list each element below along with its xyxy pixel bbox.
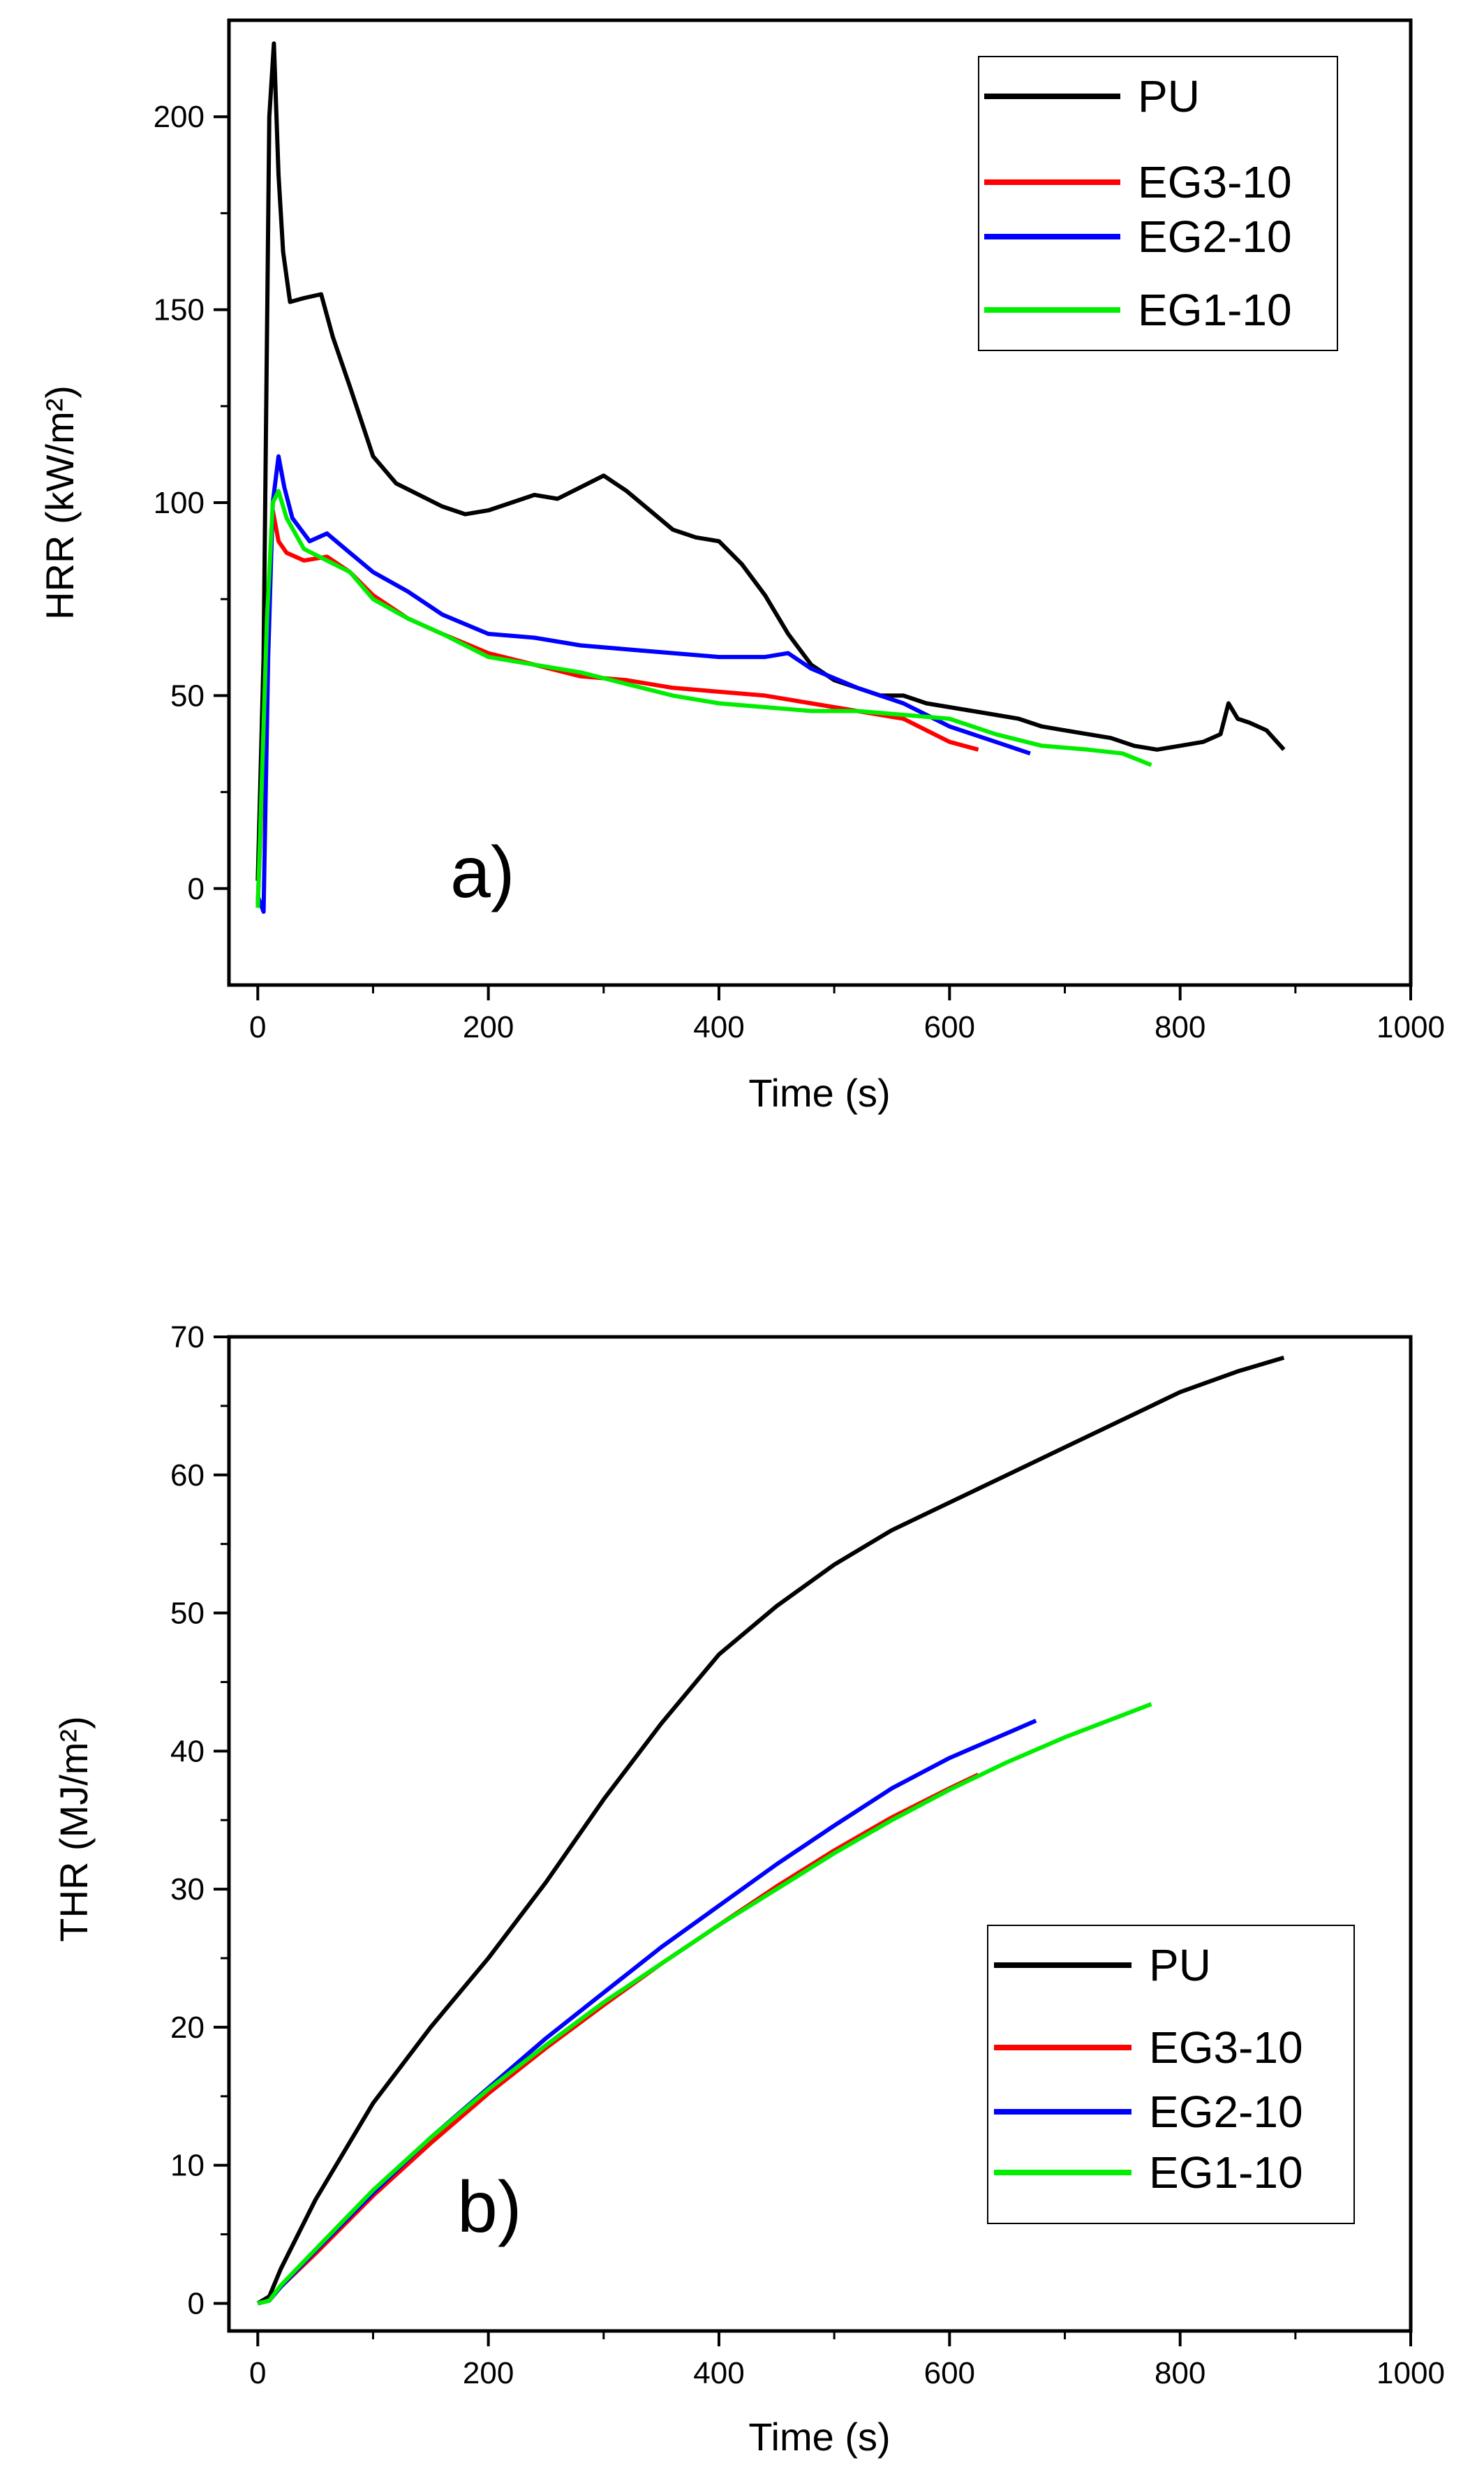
hrr-legend-label-eg2-10: EG2-10 bbox=[1138, 212, 1292, 262]
thr-x-tick-label: 1000 bbox=[1377, 2356, 1445, 2390]
hrr-series-group bbox=[255, 41, 1286, 914]
hrr-legend-label-eg1-10: EG1-10 bbox=[1138, 285, 1292, 335]
thr-y-tick-label: 60 bbox=[170, 1458, 205, 1493]
hrr-x-axis-label: Time (s) bbox=[748, 1071, 890, 1115]
thr-series-group bbox=[256, 1355, 1285, 2306]
hrr-panel-label: a) bbox=[450, 832, 514, 913]
thr-panel-label: b) bbox=[457, 2167, 521, 2248]
hrr-y-tick-label: 0 bbox=[188, 872, 205, 906]
hrr-x-ticks: 0 200 400 600 800 1000 bbox=[249, 985, 1445, 1044]
hrr-series-eg1-10 bbox=[255, 489, 1152, 908]
hrr-x-tick-label: 0 bbox=[249, 1010, 266, 1044]
thr-y-tick-label: 70 bbox=[170, 1320, 205, 1354]
hrr-series-eg2-10 bbox=[255, 454, 1031, 914]
hrr-y-tick-label: 150 bbox=[154, 293, 205, 327]
hrr-x-tick-label: 200 bbox=[463, 1010, 514, 1044]
thr-y-tick-label: 10 bbox=[170, 2149, 205, 2183]
thr-x-tick-label: 800 bbox=[1155, 2356, 1205, 2390]
thr-legend-label-eg2-10: EG2-10 bbox=[1149, 2087, 1303, 2137]
thr-chart: 0 200 400 600 800 1000 0 10 20 30 40 50 60 70 Time (… bbox=[52, 1320, 1445, 2459]
thr-series-eg1-10 bbox=[257, 1702, 1152, 2306]
thr-x-tick-label: 600 bbox=[924, 2356, 975, 2390]
thr-y-tick-label: 50 bbox=[170, 1597, 205, 1631]
thr-y-ticks: 0 10 20 30 40 50 60 70 bbox=[170, 1320, 229, 2320]
hrr-y-tick-label: 50 bbox=[170, 679, 205, 713]
thr-legend-label-eg1-10: EG1-10 bbox=[1149, 2147, 1303, 2198]
hrr-y-axis-label: HRR (kW/m²) bbox=[38, 385, 82, 620]
thr-x-tick-label: 0 bbox=[249, 2356, 266, 2390]
hrr-y-ticks: 0 50 100 150 200 bbox=[154, 100, 229, 906]
thr-legend: PU EG3-10 EG2-10 EG1-10 bbox=[987, 1925, 1355, 2224]
hrr-legend: PU EG3-10 EG2-10 EG1-10 bbox=[978, 56, 1338, 351]
thr-y-tick-label: 20 bbox=[170, 2011, 205, 2045]
hrr-y-tick-label: 100 bbox=[154, 486, 205, 520]
thr-legend-label-pu: PU bbox=[1149, 1940, 1211, 1990]
hrr-x-tick-label: 600 bbox=[924, 1010, 975, 1044]
thr-plot-frame bbox=[227, 1335, 1413, 2333]
hrr-x-tick-label: 1000 bbox=[1377, 1010, 1445, 1044]
hrr-x-tick-label: 800 bbox=[1155, 1010, 1205, 1044]
hrr-legend-label-pu: PU bbox=[1138, 71, 1200, 121]
thr-x-ticks: 0 200 400 600 800 1000 bbox=[249, 2331, 1445, 2390]
thr-x-axis-label: Time (s) bbox=[748, 2415, 890, 2459]
thr-series-eg2-10 bbox=[257, 1719, 1037, 2306]
thr-series-eg3-10 bbox=[257, 1772, 979, 2306]
hrr-series-pu bbox=[255, 41, 1286, 881]
thr-x-tick-label: 200 bbox=[463, 2356, 514, 2390]
thr-series-pu bbox=[256, 1355, 1285, 2305]
hrr-legend-box bbox=[978, 56, 1338, 351]
hrr-series-eg3-10 bbox=[255, 508, 979, 905]
thr-y-tick-label: 0 bbox=[188, 2286, 205, 2320]
thr-y-axis-label: THR (MJ/m²) bbox=[52, 1716, 96, 1941]
thr-x-tick-label: 400 bbox=[693, 2356, 744, 2390]
hrr-legend-label-eg3-10: EG3-10 bbox=[1138, 157, 1292, 207]
thr-y-tick-label: 40 bbox=[170, 1734, 205, 1768]
hrr-y-tick-label: 200 bbox=[154, 100, 205, 134]
thr-y-tick-label: 30 bbox=[170, 1872, 205, 1907]
thr-legend-label-eg3-10: EG3-10 bbox=[1149, 2022, 1303, 2073]
hrr-x-tick-label: 400 bbox=[693, 1010, 744, 1044]
